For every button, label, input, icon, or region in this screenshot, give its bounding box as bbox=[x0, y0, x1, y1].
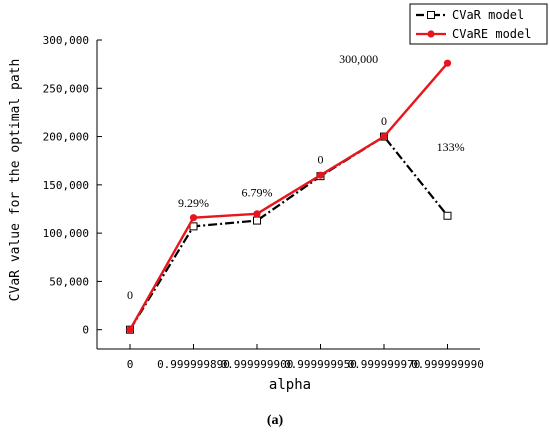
legend-box bbox=[409, 3, 548, 45]
annotation-label: 300,000 bbox=[339, 52, 378, 66]
data-point bbox=[443, 211, 452, 220]
data-point bbox=[316, 171, 325, 179]
annotation-label: 0 bbox=[127, 288, 133, 302]
figure-caption: (a) bbox=[267, 413, 284, 428]
series-group bbox=[126, 59, 452, 334]
x-tick-label: 0.999999970 bbox=[348, 358, 421, 371]
y-tick-label: 0 bbox=[82, 324, 89, 337]
data-point bbox=[189, 214, 198, 222]
annotation-label: 9.29% bbox=[178, 196, 209, 210]
y-tick-label: 50,000 bbox=[49, 275, 89, 288]
y-tick-label: 150,000 bbox=[43, 179, 89, 192]
data-point bbox=[253, 210, 261, 218]
annotation-label: 0 bbox=[381, 114, 387, 128]
annotation-label: 133% bbox=[437, 140, 465, 154]
annotation-label: 6.79% bbox=[242, 185, 273, 199]
annotations-group: 0 9.29% 6.79% 0 0 133% 300,000 bbox=[127, 52, 465, 302]
legend: CVaR model CVaRE model bbox=[409, 3, 548, 45]
legend-marker bbox=[427, 30, 435, 38]
y-axis-label: CVaR value for the optimal path bbox=[8, 59, 23, 302]
data-point bbox=[253, 216, 261, 225]
x-tick-label: 0.999999990 bbox=[411, 358, 484, 371]
data-point bbox=[380, 132, 388, 141]
legend-entry-label: CVaRE model bbox=[452, 27, 531, 41]
legend-entry-label: CVaR model bbox=[452, 8, 524, 22]
x-tick-label: 0 bbox=[127, 358, 134, 371]
series-line bbox=[129, 135, 449, 331]
annotation-label: 0 bbox=[318, 153, 324, 167]
axes-group: 0 50,000 100,000 150,000 200,000 250,000 300,0… bbox=[43, 34, 484, 371]
x-tick-label: 0.999999890 bbox=[157, 358, 230, 371]
data-point bbox=[126, 326, 134, 334]
y-tick-label: 100,000 bbox=[43, 227, 89, 240]
data-point bbox=[189, 222, 198, 231]
y-tick-label: 300,000 bbox=[43, 34, 89, 47]
y-tick-label: 200,000 bbox=[43, 131, 89, 144]
legend-marker bbox=[427, 11, 435, 19]
x-tick-label: 0.999999900 bbox=[221, 358, 294, 371]
y-tick-label: 250,000 bbox=[43, 82, 89, 95]
data-point bbox=[443, 59, 452, 67]
x-axis-label: alpha bbox=[269, 377, 311, 393]
series-line bbox=[128, 62, 449, 331]
x-tick-label: 0.999999950 bbox=[284, 358, 357, 371]
